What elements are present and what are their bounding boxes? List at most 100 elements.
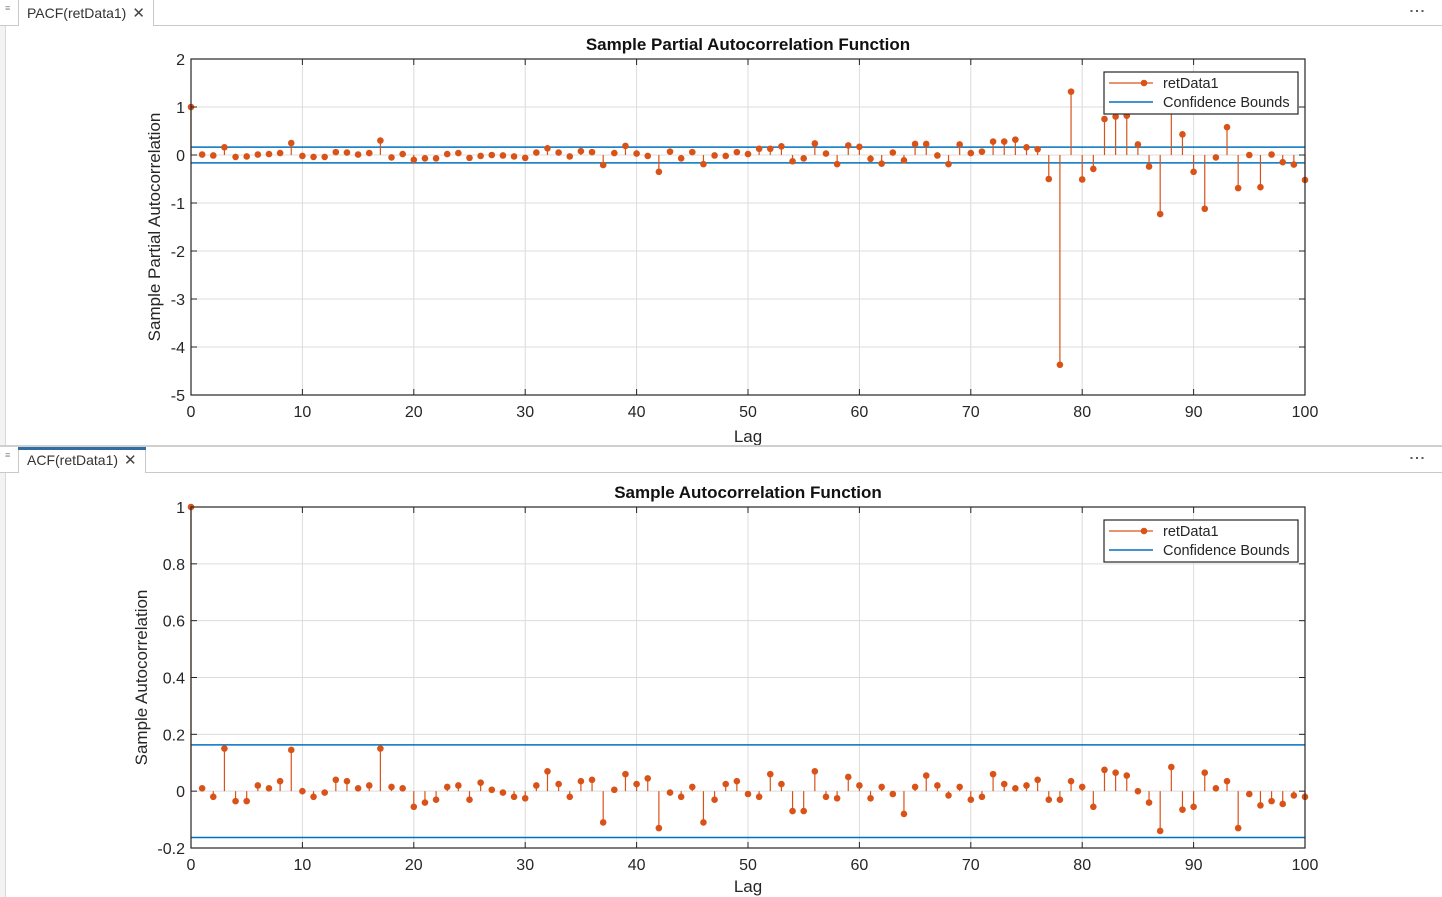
stem-marker <box>399 150 406 158</box>
stem-marker <box>399 785 406 792</box>
y-tick-label: 2 <box>176 52 185 69</box>
stem-marker <box>299 152 306 160</box>
stem-marker <box>755 145 763 153</box>
legend: retData1 Confidence Bounds <box>1103 519 1299 563</box>
stem-marker <box>1268 151 1275 158</box>
tab-acf-label: ACF(retData1) <box>27 452 119 468</box>
x-tick-label: 90 <box>1185 857 1203 874</box>
stem-marker <box>388 154 395 161</box>
stem-marker <box>1223 123 1231 131</box>
stem-marker <box>1279 158 1287 166</box>
legend-label-bounds: Confidence Bounds <box>1163 95 1290 111</box>
legend-stem-marker <box>1140 79 1148 87</box>
stem-marker <box>677 155 685 162</box>
stem-marker <box>778 143 785 150</box>
stem-marker <box>611 149 618 157</box>
stem-marker <box>510 153 518 160</box>
stem-marker <box>1090 803 1097 811</box>
stem-marker <box>1246 790 1253 798</box>
stem-marker <box>499 789 507 796</box>
stem-marker <box>332 148 340 156</box>
stem-marker <box>1000 780 1008 788</box>
stem-marker <box>1034 776 1041 784</box>
stem-marker <box>209 152 217 159</box>
stem-marker <box>811 767 819 775</box>
stem-marker <box>466 154 473 162</box>
stem-marker <box>666 148 674 155</box>
x-tick-label: 90 <box>1185 404 1203 421</box>
tab-pacf[interactable]: PACF(retData1) ✕ <box>18 0 154 26</box>
stem-marker <box>689 783 696 791</box>
stem-marker <box>243 153 250 160</box>
tab-acf[interactable]: ACF(retData1) ✕ <box>18 447 146 473</box>
stem-marker <box>1045 796 1053 803</box>
stem-marker <box>588 776 596 784</box>
more-options-icon[interactable]: ⋮ <box>1408 450 1425 466</box>
stem-marker <box>655 824 663 832</box>
stem-marker <box>1246 151 1253 159</box>
stem-marker <box>978 148 986 155</box>
stem-marker <box>844 142 852 149</box>
stem-marker <box>1134 141 1142 148</box>
more-options-icon[interactable]: ⋮ <box>1408 3 1425 19</box>
drag-grip-icon[interactable]: ≡ <box>5 450 10 460</box>
y-tick-label: -1 <box>171 196 185 213</box>
stem-marker <box>711 152 718 159</box>
stem-marker <box>689 148 696 156</box>
y-tick-label: 0.8 <box>163 557 185 574</box>
y-tick-label: -3 <box>171 292 185 309</box>
stem-marker <box>967 149 975 157</box>
stem-marker <box>911 783 919 791</box>
close-icon[interactable]: ✕ <box>124 452 137 469</box>
stem-marker <box>198 785 206 792</box>
stem-marker <box>599 819 607 826</box>
y-tick-label: 0.6 <box>163 614 185 631</box>
stem-marker <box>967 796 975 803</box>
y-tick-label: -5 <box>171 388 185 405</box>
stem-marker <box>1179 131 1186 138</box>
stem-marker <box>922 772 930 779</box>
stem-marker <box>377 745 384 752</box>
drag-grip-icon[interactable]: ≡ <box>5 3 10 13</box>
stem-marker <box>577 147 585 155</box>
stem-marker <box>254 782 262 789</box>
tab-pacf-label: PACF(retData1) <box>27 5 127 21</box>
stem-marker <box>1056 796 1064 803</box>
stem-marker <box>588 148 596 156</box>
stem-marker <box>1145 799 1153 806</box>
stem-marker <box>1067 777 1075 785</box>
stem-marker <box>354 151 362 158</box>
stem-marker <box>956 141 963 148</box>
x-tick-label: 70 <box>962 857 980 874</box>
stem-marker <box>722 780 730 788</box>
stem-marker <box>744 150 752 158</box>
y-tick-label: -2 <box>171 244 185 261</box>
stem-marker <box>443 783 451 791</box>
close-icon[interactable]: ✕ <box>132 5 145 22</box>
stem-marker <box>844 773 852 781</box>
x-tick-label: 100 <box>1292 857 1319 874</box>
stem-marker <box>477 152 484 160</box>
stem-marker <box>666 789 674 796</box>
stem-marker <box>889 149 897 156</box>
stem-marker <box>889 790 897 798</box>
stem-marker <box>1101 766 1108 774</box>
chart-title: Sample Partial Autocorrelation Function <box>586 35 910 54</box>
stem-marker <box>945 160 952 168</box>
x-tick-label: 40 <box>628 857 646 874</box>
stem-marker <box>1223 777 1231 785</box>
stem-marker <box>354 785 362 792</box>
panel-divider[interactable] <box>0 445 1442 447</box>
acf-figure: 0 10 20 30 40 50 60 70 80 90 100-0.200.20.40.60.81… <box>132 483 1319 896</box>
stem-marker <box>265 150 273 158</box>
stem-marker <box>633 150 640 157</box>
stem-marker <box>577 777 585 785</box>
stem-marker <box>1078 176 1086 183</box>
stem-marker <box>1090 165 1097 173</box>
stem-marker <box>755 793 763 801</box>
stem-marker <box>911 140 919 148</box>
x-tick-label: 10 <box>294 857 312 874</box>
x-tick-label: 30 <box>516 857 534 874</box>
stem-marker <box>209 793 217 801</box>
stem-marker <box>900 156 908 164</box>
